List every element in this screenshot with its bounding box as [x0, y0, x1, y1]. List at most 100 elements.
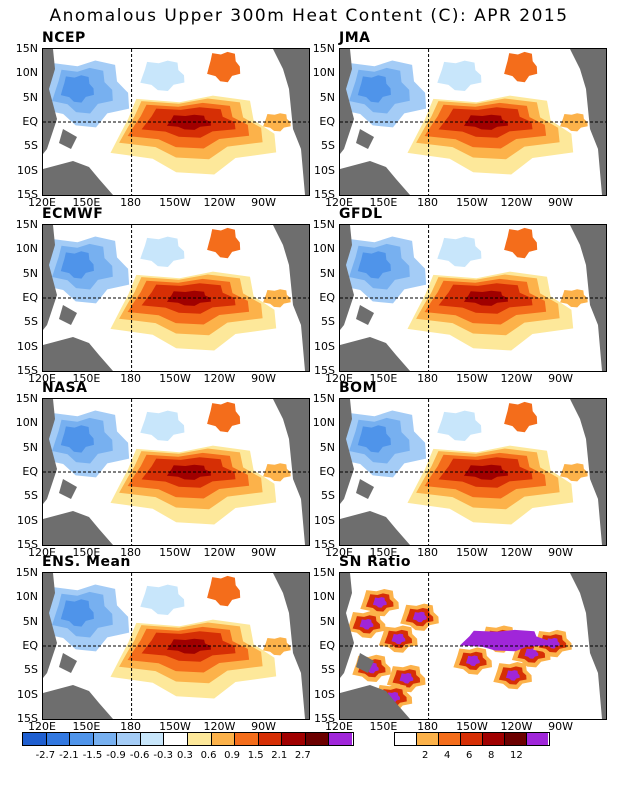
lat-label: 10S — [314, 687, 335, 701]
colorbar-label: -0.6 — [129, 750, 150, 761]
lon-label: 180 — [120, 196, 142, 209]
cold-anomaly — [140, 584, 185, 615]
cold-anomaly — [357, 425, 391, 453]
land-americas — [570, 49, 606, 195]
colorbar-swatch — [117, 733, 141, 745]
figure-title: Anomalous Upper 300m Heat Content (C): A… — [49, 6, 569, 26]
lat-label: 10S — [17, 339, 38, 353]
lat-label: 5S — [24, 489, 38, 503]
colorbar-label: 2 — [422, 750, 429, 761]
lat-label: 5S — [321, 315, 335, 329]
lat-label: 15N — [312, 566, 335, 579]
lat-label: 5N — [319, 266, 335, 280]
warm-anomaly — [263, 289, 291, 308]
cold-anomaly — [60, 75, 94, 103]
lat-label: 5N — [22, 614, 38, 628]
land-americas — [273, 399, 309, 545]
lat-label: 5S — [24, 663, 38, 677]
lat-label: 10N — [312, 66, 335, 80]
lon-label: 120E — [325, 546, 353, 559]
lat-label: 15S — [314, 188, 335, 201]
map-plot — [340, 49, 606, 195]
sn-region — [505, 670, 520, 681]
colorbar-swatch — [439, 733, 461, 745]
cold-anomaly — [140, 236, 185, 267]
colorbar-label: 8 — [488, 750, 495, 761]
lat-label: 10S — [314, 339, 335, 353]
land-americas — [273, 225, 309, 371]
lat-label: EQ — [22, 639, 38, 652]
warm-anomaly — [504, 51, 538, 83]
sn-region — [359, 619, 374, 630]
colorbar-swatch — [46, 733, 71, 745]
lon-label: 150W — [456, 372, 488, 385]
colorbar-swatch — [461, 733, 483, 745]
land-new-guinea — [43, 161, 113, 195]
lon-label: 150W — [159, 372, 191, 385]
colorbar-swatch — [305, 733, 330, 745]
land-asia — [340, 399, 354, 504]
lat-label: 15N — [15, 566, 38, 579]
sn-ratio-colorbar — [394, 732, 550, 746]
map-plot — [340, 573, 606, 719]
lon-label: 150E — [369, 196, 398, 209]
panel-title: GFDL — [339, 206, 383, 222]
lat-label: 10N — [15, 66, 38, 80]
land-island — [356, 129, 374, 149]
lat-label: 15S — [17, 712, 38, 725]
lon-label: 90W — [251, 372, 276, 385]
lat-label: 15S — [17, 188, 38, 201]
lat-label: 5N — [22, 440, 38, 454]
lat-label: EQ — [319, 291, 335, 304]
lat-label: 5S — [321, 663, 335, 677]
lon-label: 150E — [369, 546, 398, 559]
colorbar-swatch — [505, 733, 527, 745]
lat-label: 10N — [15, 590, 38, 604]
colorbar-label: -1.5 — [82, 750, 103, 761]
sn-region — [412, 611, 427, 623]
land-americas — [273, 573, 309, 719]
lat-label: 15N — [15, 218, 38, 231]
land-new-guinea — [340, 337, 410, 371]
lon-label: 180 — [120, 546, 142, 559]
lon-label: 90W — [548, 196, 573, 209]
lon-label: 120W — [203, 196, 236, 209]
lon-label: 90W — [548, 372, 573, 385]
panel-title: JMA — [339, 30, 371, 46]
warm-anomaly — [207, 227, 241, 259]
land-asia — [43, 573, 57, 678]
lon-label: 180 — [417, 372, 439, 385]
cold-anomaly — [140, 410, 185, 441]
lat-label: 15S — [314, 712, 335, 725]
land-island — [59, 305, 77, 325]
lon-label: 120E — [325, 196, 353, 209]
lat-label: 5S — [321, 489, 335, 503]
colorbar-swatch — [282, 733, 306, 745]
map-frame — [42, 572, 310, 720]
land-island — [59, 653, 77, 673]
colorbar-swatch — [187, 733, 212, 745]
map-frame — [339, 398, 607, 546]
anomaly-colorbar — [22, 732, 354, 746]
cold-anomaly — [437, 236, 482, 267]
colorbars: -2.7 -2.1 -1.5 -0.9 -0.6 -0.3 0.3 0.6 0.9 1.5 2.1 2… — [0, 732, 618, 772]
lat-label: 15N — [312, 218, 335, 231]
lat-label: 15N — [15, 42, 38, 55]
sn-region — [524, 648, 539, 659]
colorbar-label: 0.3 — [177, 750, 193, 761]
cold-anomaly — [437, 410, 482, 441]
land-asia — [43, 225, 57, 330]
lat-label: 5S — [24, 139, 38, 153]
land-americas — [273, 49, 309, 195]
lon-label: 120W — [500, 546, 533, 559]
colorbar-label: 4 — [444, 750, 451, 761]
lon-label: 150E — [72, 196, 101, 209]
lon-label: 90W — [548, 546, 573, 559]
land-island — [356, 305, 374, 325]
panel-nasa: NASA 15N 10N 5N EQ 5S 10S 15S 120E 150E 180 150W 120… — [16, 380, 328, 566]
land-new-guinea — [43, 511, 113, 545]
warm-anomaly — [207, 401, 241, 433]
map-frame — [339, 224, 607, 372]
land-new-guinea — [340, 511, 410, 545]
lat-label: 15S — [17, 364, 38, 377]
